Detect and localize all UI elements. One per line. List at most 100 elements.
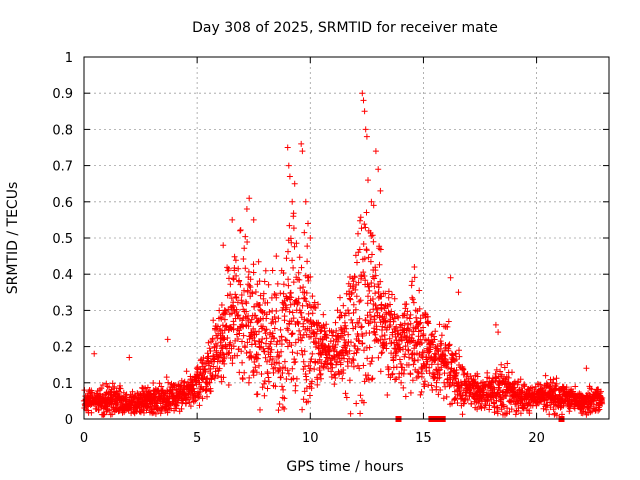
- data-point: [242, 344, 249, 351]
- data-point: [380, 341, 387, 348]
- data-point: [560, 402, 567, 409]
- data-point: [428, 382, 435, 389]
- data-point: [404, 314, 410, 321]
- data-point: [244, 239, 251, 245]
- data-point: [164, 336, 171, 343]
- data-point: [341, 336, 348, 343]
- data-point: [365, 376, 372, 383]
- data-point: [420, 331, 427, 337]
- data-point: [218, 302, 225, 308]
- data-point: [301, 295, 307, 301]
- data-point: [220, 242, 227, 249]
- data-point: [362, 317, 369, 323]
- data-point: [99, 382, 106, 388]
- data-point: [268, 346, 275, 353]
- data-point: [377, 368, 384, 375]
- data-point: [542, 372, 549, 379]
- data-point: [407, 370, 414, 377]
- data-point: [360, 362, 367, 369]
- data-point: [444, 375, 451, 382]
- data-point: [409, 377, 416, 384]
- data-point: [360, 97, 367, 104]
- data-point: [262, 267, 269, 274]
- data-point: [232, 257, 239, 264]
- data-point: [435, 367, 442, 374]
- data-point: [293, 240, 300, 247]
- data-point: [257, 406, 263, 413]
- data-point: [307, 235, 314, 241]
- data-point: [350, 278, 357, 285]
- data-point: [289, 257, 296, 264]
- data-point: [280, 281, 287, 288]
- data-point: [367, 318, 374, 325]
- data-point: [391, 295, 398, 302]
- data-point: [414, 368, 421, 375]
- data-point: [277, 374, 284, 381]
- data-point: [295, 269, 302, 276]
- data-point: [461, 400, 468, 407]
- y-tick-label: 0.1: [52, 377, 73, 392]
- data-point: [328, 368, 335, 375]
- data-point: [411, 357, 418, 364]
- data-point: [290, 213, 297, 220]
- data-point: [238, 297, 245, 304]
- data-point: [232, 291, 239, 298]
- data-point: [204, 393, 210, 400]
- data-point: [305, 310, 312, 317]
- data-point: [343, 325, 350, 332]
- data-point: [290, 225, 297, 232]
- data-point: [216, 307, 223, 314]
- data-point: [433, 351, 439, 358]
- data-point: [251, 303, 258, 310]
- data-point: [351, 274, 358, 281]
- data-point: [288, 331, 295, 338]
- data-point: [438, 332, 445, 339]
- data-point: [359, 90, 366, 97]
- data-point: [370, 202, 377, 209]
- data-point: [303, 376, 310, 383]
- data-point: [263, 326, 270, 333]
- data-point: [385, 288, 392, 295]
- data-point: [363, 133, 370, 140]
- data-point: [229, 360, 236, 367]
- data-point: [375, 354, 382, 361]
- data-point: [504, 405, 511, 412]
- data-point: [368, 358, 375, 365]
- data-point: [352, 306, 359, 313]
- data-point: [517, 410, 524, 417]
- data-point: [134, 405, 141, 412]
- data-point: [435, 361, 441, 368]
- data-point: [334, 338, 341, 345]
- data-point: [292, 358, 299, 365]
- data-point: [407, 311, 414, 318]
- data-point: [238, 292, 245, 298]
- data-point: [281, 405, 288, 412]
- data-point: [271, 314, 278, 320]
- data-point: [372, 148, 379, 155]
- data-point: [432, 356, 439, 363]
- data-point: [365, 293, 371, 300]
- data-point: [409, 278, 416, 285]
- data-point: [289, 309, 296, 316]
- data-point: [342, 339, 349, 346]
- data-point: [369, 251, 375, 258]
- data-point: [183, 400, 190, 407]
- data-point: [275, 367, 282, 374]
- data-point: [350, 363, 357, 370]
- data-point: [479, 398, 485, 405]
- data-point: [504, 360, 511, 367]
- data-point: [325, 365, 332, 372]
- data-point: [231, 253, 238, 260]
- data-point: [314, 381, 321, 388]
- data-point: [326, 352, 333, 359]
- data-point: [331, 347, 338, 354]
- data-point: [305, 220, 311, 227]
- data-point: [259, 336, 266, 342]
- data-point: [286, 173, 293, 180]
- data-point: [471, 379, 478, 385]
- data-point: [474, 406, 481, 413]
- data-point: [129, 388, 136, 395]
- data-point: [306, 327, 313, 334]
- data-point: [259, 384, 266, 391]
- data-point: [282, 336, 289, 343]
